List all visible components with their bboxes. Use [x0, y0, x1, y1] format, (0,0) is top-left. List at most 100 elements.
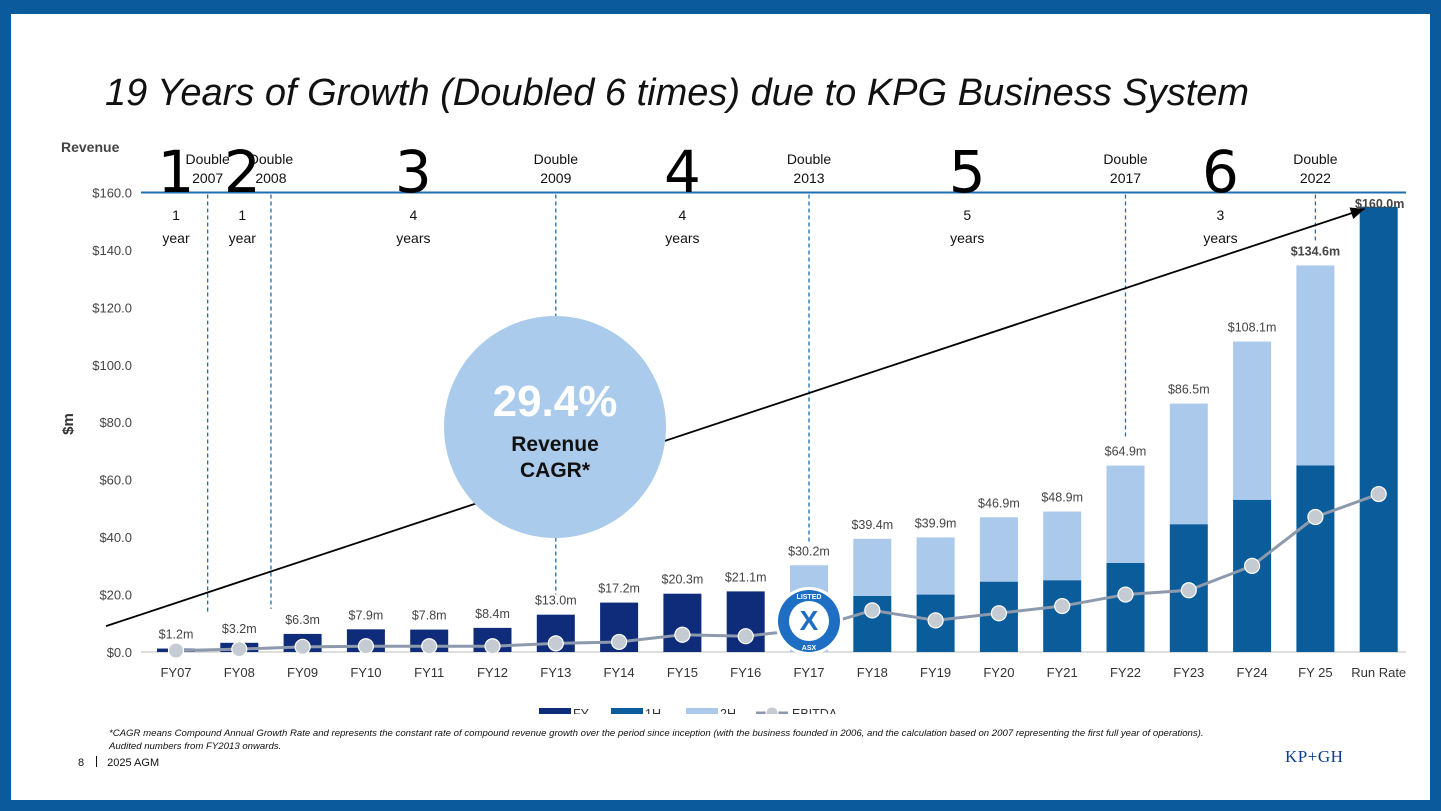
- ebitda-point: [610, 633, 628, 651]
- ebitda-point: [737, 628, 754, 645]
- ebitda-point: [1370, 485, 1387, 503]
- legend-swatch-fy: [539, 708, 571, 714]
- revenue-chart: Revenue $m $0.0 $20.0 $40.0 $60.0 $80.0 $100.0 $…: [60, 138, 1406, 714]
- x-tick-label: FY16: [730, 665, 761, 680]
- phase-duration: 3: [1217, 207, 1225, 223]
- cagr-label: Revenue: [511, 433, 599, 456]
- data-label: $13.0m: [535, 594, 577, 608]
- ebitda-point: [990, 605, 1008, 622]
- x-tick-label: FY12: [477, 665, 508, 680]
- company-logo: KP+GH: [1285, 747, 1344, 766]
- x-tick-label: FY17: [793, 665, 824, 680]
- bar-1h: [1359, 206, 1398, 652]
- data-label: $30.2m: [788, 544, 830, 558]
- phase-duration: 4: [409, 207, 417, 223]
- x-tick-label: FY23: [1173, 665, 1204, 680]
- ebitda-point: [1180, 582, 1197, 599]
- doubling-year: 2009: [540, 170, 571, 186]
- doubling-label: Double: [1293, 151, 1338, 167]
- bar-1h: [1233, 499, 1272, 652]
- ebitda-point: [1307, 508, 1324, 526]
- y-tick-label: $0.0: [107, 645, 132, 660]
- legend-label: EBITDA: [792, 707, 838, 714]
- asx-badge-bottom-text: ASX: [802, 645, 817, 652]
- x-tick-label: FY19: [920, 665, 951, 680]
- bar-2h: [1043, 511, 1082, 581]
- y-tick-label: $80.0: [99, 415, 132, 430]
- footnote-audited: Audited numbers from FY2013 onwards.: [109, 741, 282, 752]
- data-label: $160.0m: [1355, 197, 1404, 211]
- x-tick-label: FY21: [1047, 665, 1078, 680]
- y-tick-label: $40.0: [99, 530, 132, 545]
- footer-divider: [96, 756, 98, 767]
- x-tick-label: FY13: [540, 665, 571, 680]
- doubling-label: Double: [185, 151, 230, 167]
- phase-duration: 1: [172, 207, 180, 223]
- slide: 19 Years of Growth (Doubled 6 times) due…: [11, 14, 1430, 800]
- y-tick-label: $140.0: [92, 243, 132, 258]
- ebitda-point: [484, 638, 501, 655]
- x-tick-label: FY08: [224, 665, 255, 680]
- data-label: $46.9m: [978, 496, 1020, 510]
- x-tick-label: FY11: [414, 665, 444, 680]
- ebitda-point: [421, 638, 438, 655]
- ebitda-point: [167, 642, 185, 659]
- data-label: $21.1m: [725, 570, 767, 584]
- phase-duration-unit: years: [396, 230, 430, 246]
- phase-duration-unit: years: [1203, 230, 1237, 246]
- x-tick-label: FY15: [667, 665, 698, 680]
- bar-1h: [1043, 580, 1082, 652]
- phase-duration-unit: years: [950, 230, 984, 246]
- data-label: $108.1m: [1228, 321, 1277, 335]
- doubling-year: 2008: [255, 170, 286, 186]
- bar-2h: [1296, 265, 1335, 466]
- x-tick-label: FY14: [604, 665, 635, 680]
- footnote: *CAGR means Compound Annual Growth Rate …: [109, 727, 1399, 753]
- phase-duration: 5: [963, 207, 971, 223]
- cagr-value: 29.4%: [493, 377, 618, 426]
- page-number: 8: [78, 757, 85, 769]
- footer: 8 2025 AGM: [78, 756, 159, 769]
- data-label: $7.9m: [349, 608, 384, 622]
- asx-badge-mark: X: [800, 605, 819, 636]
- bar-1h: [1296, 465, 1335, 652]
- phase-number: 1: [158, 138, 195, 206]
- phase-duration-unit: years: [665, 230, 699, 246]
- doubling-year: 2013: [793, 170, 824, 186]
- y-tick-label: $120.0: [92, 300, 132, 315]
- phase-duration-unit: year: [162, 230, 190, 246]
- doubling-year: 2007: [192, 170, 223, 186]
- bar-1h: [1106, 562, 1145, 652]
- data-label: $7.8m: [412, 609, 447, 623]
- doubling-label: Double: [534, 151, 579, 167]
- phase-duration: 1: [238, 207, 246, 223]
- bar-2h: [916, 537, 955, 595]
- x-tick-label: FY07: [160, 665, 191, 680]
- doubling-label: Double: [249, 151, 294, 167]
- doubling-year: 2017: [1110, 170, 1141, 186]
- data-label: $64.9m: [1105, 445, 1147, 459]
- data-label: $6.3m: [285, 613, 320, 627]
- bar-2h: [979, 517, 1018, 582]
- phase-number: 2: [224, 138, 261, 206]
- legend-swatch-h1: [611, 708, 643, 714]
- doubling-year: 2022: [1300, 170, 1331, 186]
- trend-arrow-head: [1349, 207, 1365, 219]
- data-label: $8.4m: [475, 607, 510, 621]
- data-label: $39.4m: [851, 518, 893, 532]
- legend-swatch-ebitda-point: [765, 706, 779, 714]
- asx-badge-top-text: LISTED: [797, 594, 822, 601]
- phase-number: 4: [664, 138, 701, 206]
- doubling-label: Double: [1103, 151, 1148, 167]
- ebitda-point: [231, 641, 248, 658]
- data-label: $3.2m: [222, 622, 257, 636]
- ebitda-point: [927, 612, 944, 629]
- x-tick-label: FY22: [1110, 665, 1141, 680]
- y-tick-label: $20.0: [99, 588, 132, 603]
- doubling-label: Double: [787, 151, 832, 167]
- y-tick-label: $60.0: [99, 473, 132, 488]
- data-label: $17.2m: [598, 582, 640, 596]
- y-tick-label: $160.0: [92, 185, 132, 200]
- phase-number: 5: [949, 138, 986, 206]
- legend-label: 1H: [645, 707, 661, 714]
